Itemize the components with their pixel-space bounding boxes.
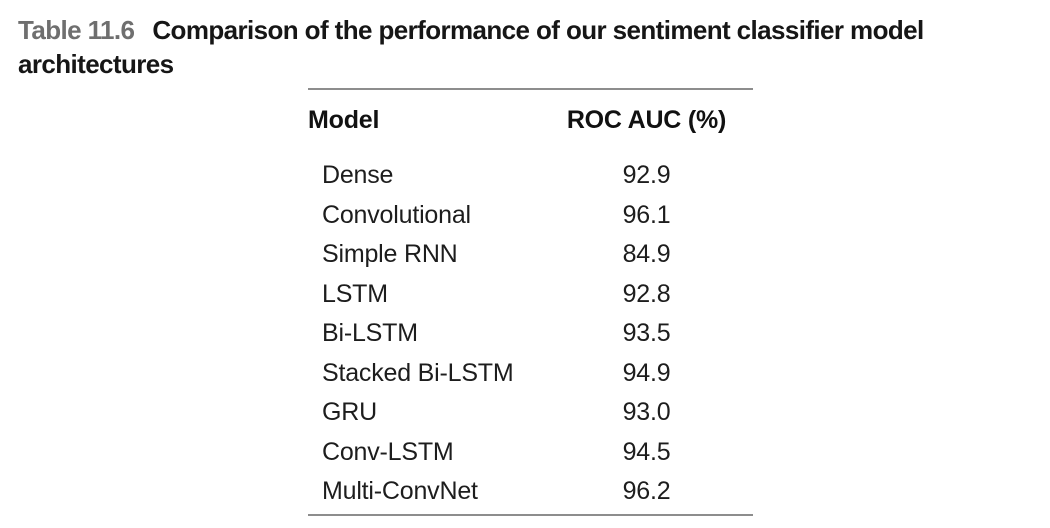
header-row: Model ROC AUC (%) <box>308 89 753 156</box>
results-table: Model ROC AUC (%) Dense 92.9 Convolutional… <box>308 88 753 516</box>
roc-auc-cell: 96.1 <box>622 200 671 229</box>
table-row: GRU 93.0 <box>308 393 753 433</box>
results-table-container: Model ROC AUC (%) Dense 92.9 Convolutional… <box>308 88 753 516</box>
roc-auc-cell: 94.9 <box>622 358 671 387</box>
model-cell: LSTM <box>322 279 388 308</box>
model-cell: Multi-ConvNet <box>322 477 478 505</box>
table-row: Dense 92.9 <box>308 156 753 196</box>
model-cell: Dense <box>322 161 394 189</box>
roc-auc-cell: 94.5 <box>622 437 671 466</box>
model-cell: Conv-LSTM <box>322 437 454 466</box>
roc-auc-cell: 84.9 <box>622 240 671 268</box>
column-header-roc-auc: ROC AUC (%) <box>566 106 727 134</box>
model-cell: GRU <box>322 398 377 426</box>
roc-auc-cell: 93.0 <box>622 398 671 426</box>
roc-auc-cell: 92.8 <box>622 279 671 308</box>
table-caption: Table 11.6 Comparison of the performance … <box>18 13 986 81</box>
results-table-body: Dense 92.9 Convolutional 96.1 Simple RNN 84.9… <box>308 156 753 515</box>
model-cell: Simple RNN <box>322 240 458 268</box>
column-header-model: Model <box>308 106 380 134</box>
table-row: Stacked Bi-LSTM 94.9 <box>308 354 753 394</box>
table-row: Simple RNN 84.9 <box>308 235 753 275</box>
table-row: Multi-ConvNet 96.2 <box>308 472 753 515</box>
model-cell: Stacked Bi-LSTM <box>322 358 514 387</box>
table-row: Conv-LSTM 94.5 <box>308 433 753 473</box>
roc-auc-cell: 93.5 <box>622 319 671 347</box>
model-cell: Bi-LSTM <box>322 319 418 347</box>
table-caption-title: Comparison of the performance of our sen… <box>18 15 924 79</box>
table-row: Convolutional 96.1 <box>308 196 753 236</box>
roc-auc-cell: 92.9 <box>622 161 671 189</box>
roc-auc-cell: 96.2 <box>622 477 671 505</box>
table-row: LSTM 92.8 <box>308 275 753 315</box>
table-caption-label: Table 11.6 <box>18 15 135 45</box>
table-row: Bi-LSTM 93.5 <box>308 314 753 354</box>
results-table-header: Model ROC AUC (%) <box>308 89 753 156</box>
model-cell: Convolutional <box>322 200 471 229</box>
